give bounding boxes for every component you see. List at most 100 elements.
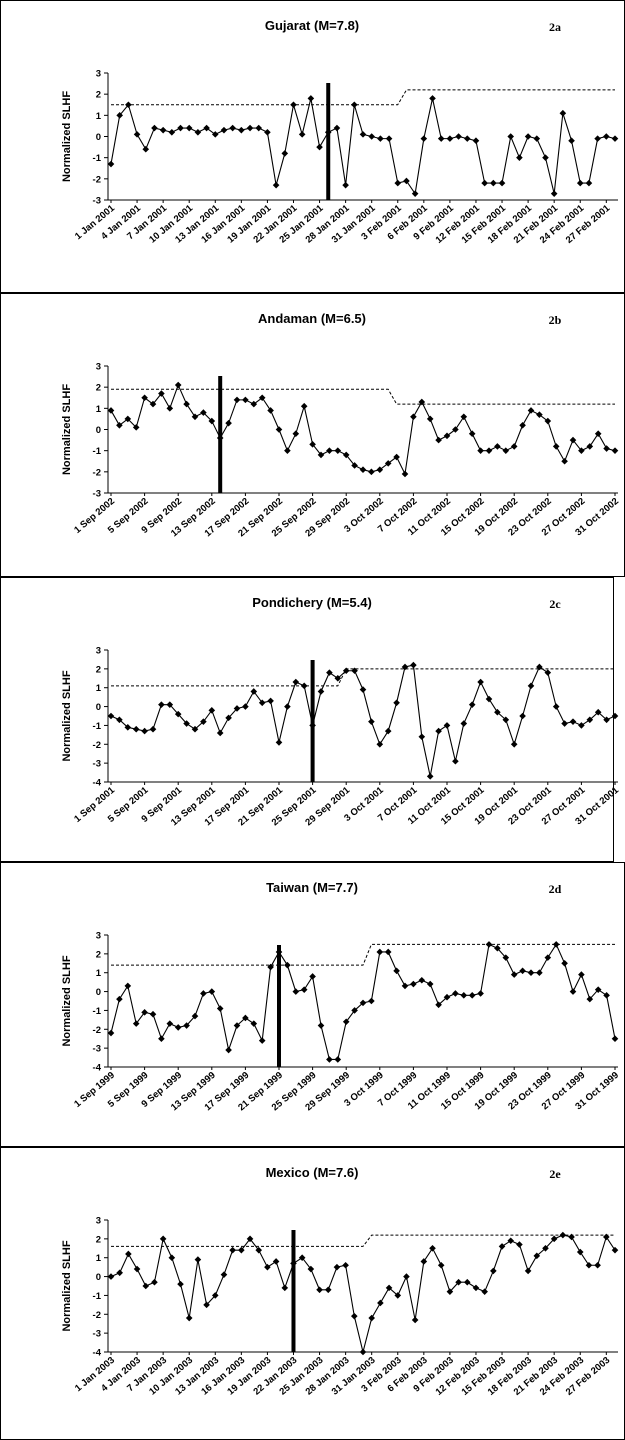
data-point bbox=[393, 453, 400, 461]
data-point bbox=[326, 1056, 333, 1063]
data-point bbox=[267, 697, 274, 705]
data-point bbox=[351, 1312, 358, 1320]
data-point bbox=[168, 128, 176, 136]
data-point bbox=[132, 424, 140, 431]
data-point bbox=[359, 686, 367, 693]
data-point bbox=[309, 722, 316, 729]
data-point bbox=[527, 969, 535, 977]
data-point bbox=[368, 468, 375, 476]
data-point bbox=[124, 982, 132, 990]
data-point bbox=[309, 441, 316, 448]
data-point bbox=[368, 718, 375, 725]
data-point bbox=[267, 407, 274, 414]
data-point bbox=[502, 954, 510, 961]
y-tick-label: 3 bbox=[96, 931, 101, 942]
data-point bbox=[611, 712, 619, 720]
data-point bbox=[292, 988, 300, 995]
data-point bbox=[191, 725, 199, 733]
y-tick-label: -4 bbox=[93, 1348, 102, 1359]
y-tick-label: 2 bbox=[96, 1234, 101, 1245]
data-point bbox=[309, 973, 316, 980]
data-point bbox=[158, 701, 165, 708]
data-point bbox=[460, 720, 468, 727]
data-point bbox=[426, 773, 434, 780]
data-point bbox=[351, 462, 358, 469]
data-point bbox=[393, 699, 400, 707]
data-point bbox=[510, 443, 518, 450]
data-point bbox=[410, 980, 417, 988]
data-point bbox=[578, 971, 585, 978]
data-point bbox=[116, 716, 123, 724]
data-point bbox=[468, 430, 476, 438]
data-point bbox=[603, 716, 610, 724]
data-point bbox=[333, 1263, 341, 1271]
data-point bbox=[149, 1010, 157, 1018]
y-tick-label: -3 bbox=[93, 759, 101, 770]
data-point bbox=[334, 674, 342, 682]
data-point bbox=[183, 1022, 190, 1029]
data-point bbox=[524, 1267, 532, 1275]
y-tick-label: 1 bbox=[96, 683, 102, 694]
panel-tag: 2e bbox=[549, 1167, 561, 1181]
data-point bbox=[220, 1271, 228, 1278]
y-axis-label: Normalized SLHF bbox=[61, 955, 73, 1046]
data-point bbox=[200, 718, 207, 725]
data-point bbox=[142, 145, 150, 153]
data-point bbox=[284, 703, 291, 710]
data-point bbox=[429, 95, 436, 102]
data-point bbox=[411, 190, 419, 197]
data-point bbox=[477, 447, 484, 454]
panel-tag: 2b bbox=[549, 313, 562, 327]
data-point bbox=[578, 722, 585, 729]
data-point bbox=[211, 1292, 219, 1299]
y-tick-label: -2 bbox=[93, 740, 101, 751]
data-point bbox=[238, 126, 245, 134]
event-marker-bar bbox=[218, 376, 223, 493]
data-point bbox=[594, 430, 602, 438]
data-point bbox=[342, 181, 349, 189]
data-point bbox=[603, 1233, 610, 1241]
data-point bbox=[258, 699, 266, 707]
data-point bbox=[132, 725, 140, 733]
data-point bbox=[151, 1278, 158, 1286]
data-point bbox=[174, 381, 182, 389]
data-point bbox=[159, 1235, 167, 1243]
data-point bbox=[384, 727, 392, 735]
data-point bbox=[351, 101, 358, 109]
data-point bbox=[550, 190, 558, 197]
data-point bbox=[426, 980, 434, 988]
data-point bbox=[561, 720, 568, 727]
data-point bbox=[411, 1316, 419, 1324]
data-point bbox=[485, 941, 493, 948]
y-tick-label: 0 bbox=[96, 702, 101, 713]
data-point bbox=[452, 426, 459, 433]
panel-tag: 2c bbox=[549, 597, 561, 611]
data-point bbox=[594, 708, 602, 716]
data-point bbox=[498, 1243, 506, 1250]
data-point bbox=[403, 1273, 410, 1280]
chart-svg-2e: Mexico (M=7.6) 2e Normalized SLHF 3 2 1 0 -1 -2 -… bbox=[0, 1147, 625, 1440]
data-point bbox=[394, 179, 402, 187]
data-point bbox=[342, 667, 350, 675]
y-tick-label: 2 bbox=[96, 949, 101, 960]
data-point bbox=[208, 417, 216, 425]
event-marker-bar bbox=[326, 83, 331, 200]
data-point bbox=[300, 402, 308, 410]
data-point bbox=[133, 1265, 141, 1273]
slhf-series-line bbox=[110, 1234, 616, 1353]
data-point bbox=[519, 421, 526, 429]
y-tick-label: -2 bbox=[93, 1025, 101, 1036]
y-tick-label: 1 bbox=[96, 404, 102, 415]
data-point bbox=[510, 971, 518, 978]
data-point bbox=[298, 1254, 306, 1262]
data-point bbox=[552, 941, 560, 948]
data-point bbox=[174, 710, 182, 718]
data-point bbox=[166, 701, 174, 708]
data-point bbox=[418, 398, 426, 406]
y-tick-label: 2 bbox=[96, 664, 101, 675]
data-point bbox=[524, 133, 532, 140]
data-point bbox=[418, 976, 426, 984]
data-point bbox=[275, 948, 283, 956]
data-point bbox=[559, 109, 567, 117]
data-point bbox=[125, 1250, 132, 1258]
